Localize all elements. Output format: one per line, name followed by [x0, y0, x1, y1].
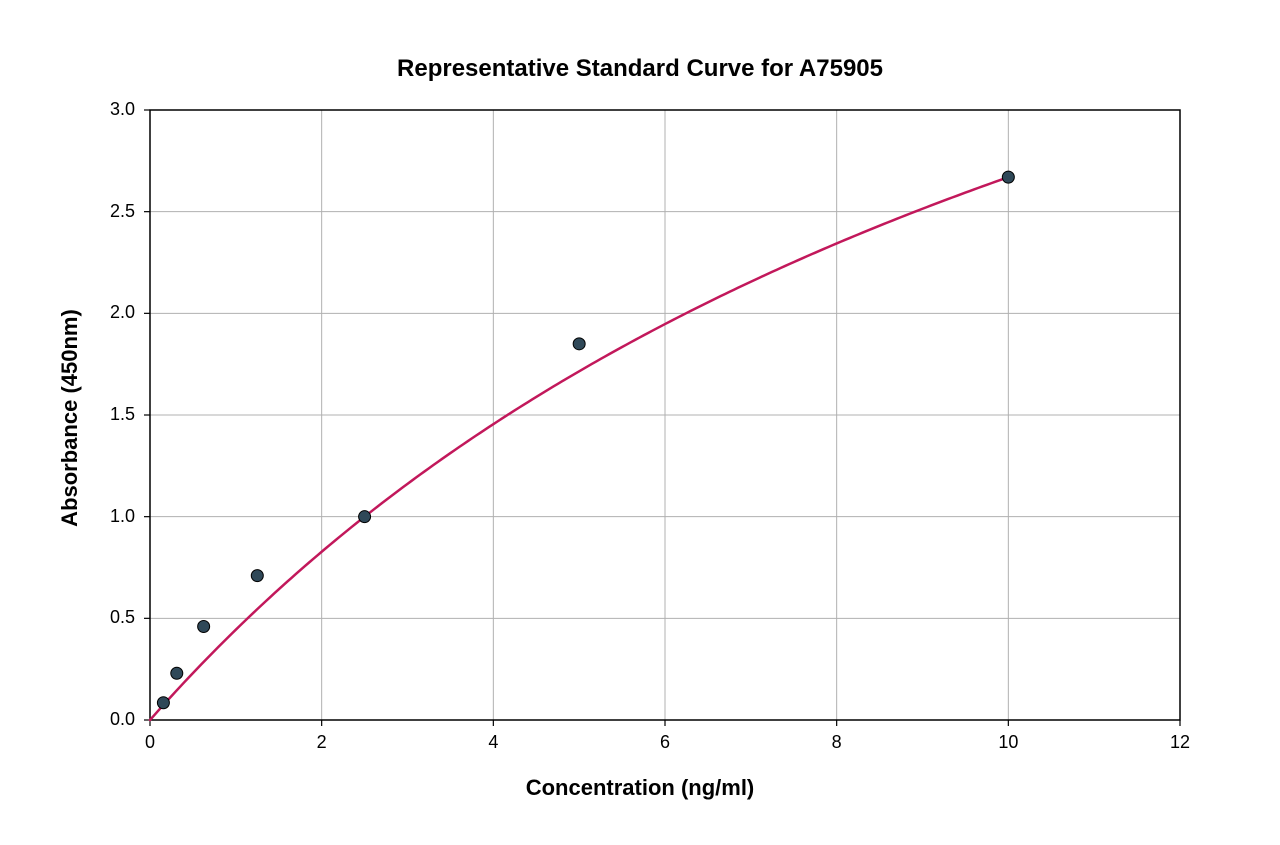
y-axis-label: Absorbance (450nm)	[57, 293, 83, 543]
y-tick-label: 3.0	[95, 99, 135, 120]
y-tick-label: 0.5	[95, 607, 135, 628]
x-tick-label: 4	[473, 732, 513, 753]
x-tick-label: 0	[130, 732, 170, 753]
x-tick-label: 2	[302, 732, 342, 753]
x-tick-label: 10	[988, 732, 1028, 753]
x-tick-label: 12	[1160, 732, 1200, 753]
chart-svg	[0, 0, 1280, 845]
y-tick-label: 2.0	[95, 302, 135, 323]
x-tick-label: 6	[645, 732, 685, 753]
y-tick-label: 1.5	[95, 404, 135, 425]
x-tick-label: 8	[817, 732, 857, 753]
y-tick-label: 1.0	[95, 506, 135, 527]
y-tick-label: 0.0	[95, 709, 135, 730]
chart-container: Representative Standard Curve for A75905…	[0, 0, 1280, 845]
y-tick-label: 2.5	[95, 201, 135, 222]
x-axis-label: Concentration (ng/ml)	[0, 775, 1280, 801]
